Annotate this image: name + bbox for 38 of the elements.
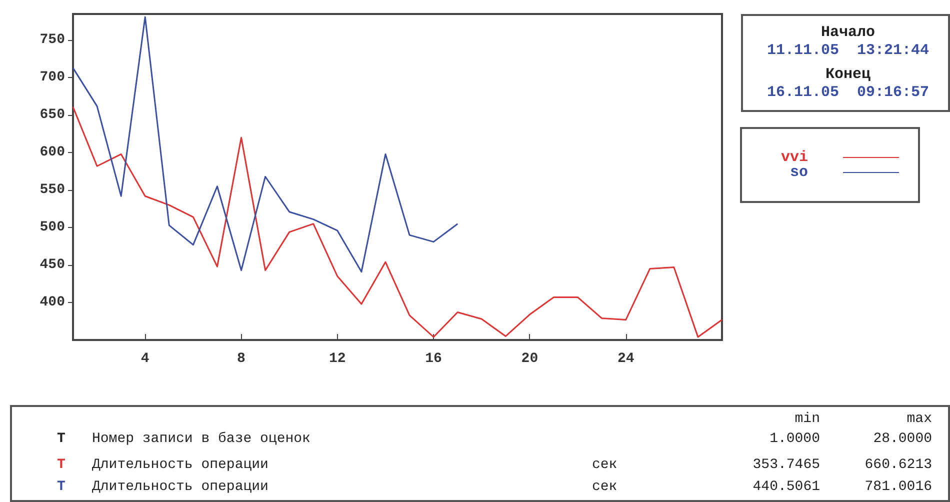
text: сек xyxy=(592,479,618,495)
x-tick-label: 24 xyxy=(617,351,634,367)
text: 781.0016 xyxy=(864,479,932,495)
y-tick-label: 500 xyxy=(40,220,65,236)
text: T xyxy=(57,479,66,495)
text: Длительность операции xyxy=(92,479,268,495)
line-series xyxy=(72,16,458,273)
x-tick-label: 16 xyxy=(425,351,442,367)
x-tick-label: 20 xyxy=(521,351,538,367)
x-tick-label: 12 xyxy=(329,351,346,367)
y-tick-label: 700 xyxy=(40,70,65,86)
text: 353.7465 xyxy=(752,457,820,473)
text: 28.0000 xyxy=(872,431,932,447)
text: 440.5061 xyxy=(752,479,820,495)
text: 1.0000 xyxy=(768,431,820,447)
text: Длительность операции xyxy=(92,457,268,473)
text: 11.11.05 13:21:44 xyxy=(766,42,930,59)
text: min xyxy=(794,411,820,427)
text: Начало xyxy=(820,24,876,41)
y-tick-label: 600 xyxy=(40,144,65,161)
text: Номер записи в базе оценок xyxy=(92,431,310,447)
y-tick-label: 450 xyxy=(40,257,65,274)
y-tick-label: 750 xyxy=(40,32,65,48)
legend-label: so xyxy=(790,164,808,181)
text: сек xyxy=(592,457,618,473)
text: 660.6213 xyxy=(864,457,932,473)
line-series xyxy=(72,106,723,338)
y-tick-label: 550 xyxy=(40,182,65,198)
legend-label: vvi xyxy=(780,149,808,166)
x-tick-label: 8 xyxy=(237,351,246,367)
text: T xyxy=(57,457,66,473)
text: 16.11.05 09:16:57 xyxy=(766,84,930,101)
y-tick-label: 400 xyxy=(40,294,65,311)
x-tick-label: 4 xyxy=(140,351,150,367)
text: T xyxy=(57,431,66,447)
y-tick-label: 650 xyxy=(40,107,65,124)
text: Конец xyxy=(824,66,872,83)
text: max xyxy=(906,411,932,427)
